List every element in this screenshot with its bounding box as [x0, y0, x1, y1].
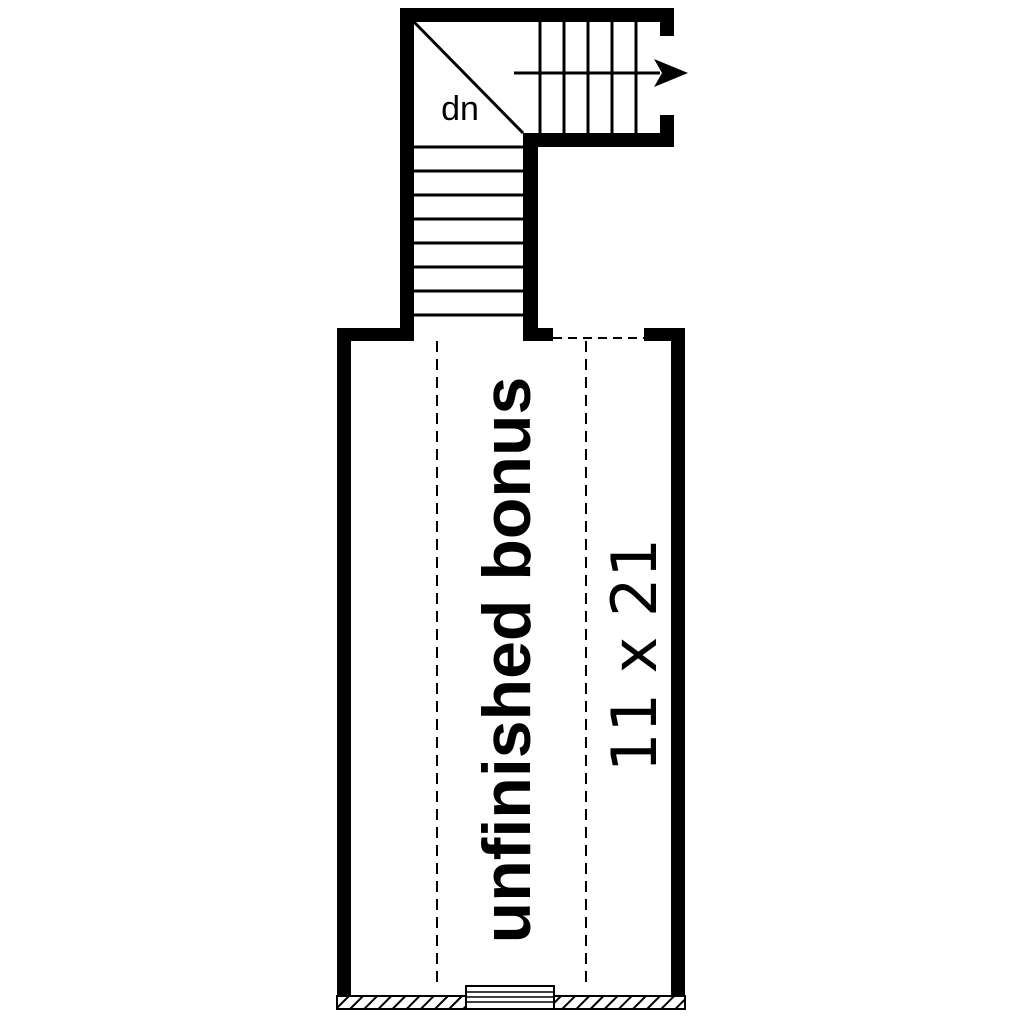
- arrow-right-icon: [514, 59, 688, 87]
- stair-left-wall: [400, 8, 414, 341]
- stair-inner-wall: [523, 133, 538, 341]
- bonus-room: [336, 328, 686, 1010]
- room-name: unfinished bonus: [469, 377, 545, 944]
- door-jamb-bottom: [660, 115, 674, 147]
- stair-top-wall: [400, 8, 674, 22]
- upper-stair-run: [538, 22, 638, 133]
- stair-label: dn: [441, 90, 479, 128]
- room-right-wall: [671, 328, 685, 1009]
- stair-landing-wall: [523, 133, 674, 147]
- lower-stair-run: [414, 145, 523, 317]
- window-icon: [465, 985, 555, 1010]
- room-top-wall-left: [337, 328, 414, 341]
- stair-enclosure: [400, 8, 674, 341]
- room-dimensions: 11 x 21: [598, 538, 671, 772]
- landing-diagonal: [412, 20, 525, 135]
- room-top-wall-stub: [523, 328, 553, 341]
- room-left-wall: [337, 328, 351, 1009]
- door-jamb-top: [660, 8, 674, 36]
